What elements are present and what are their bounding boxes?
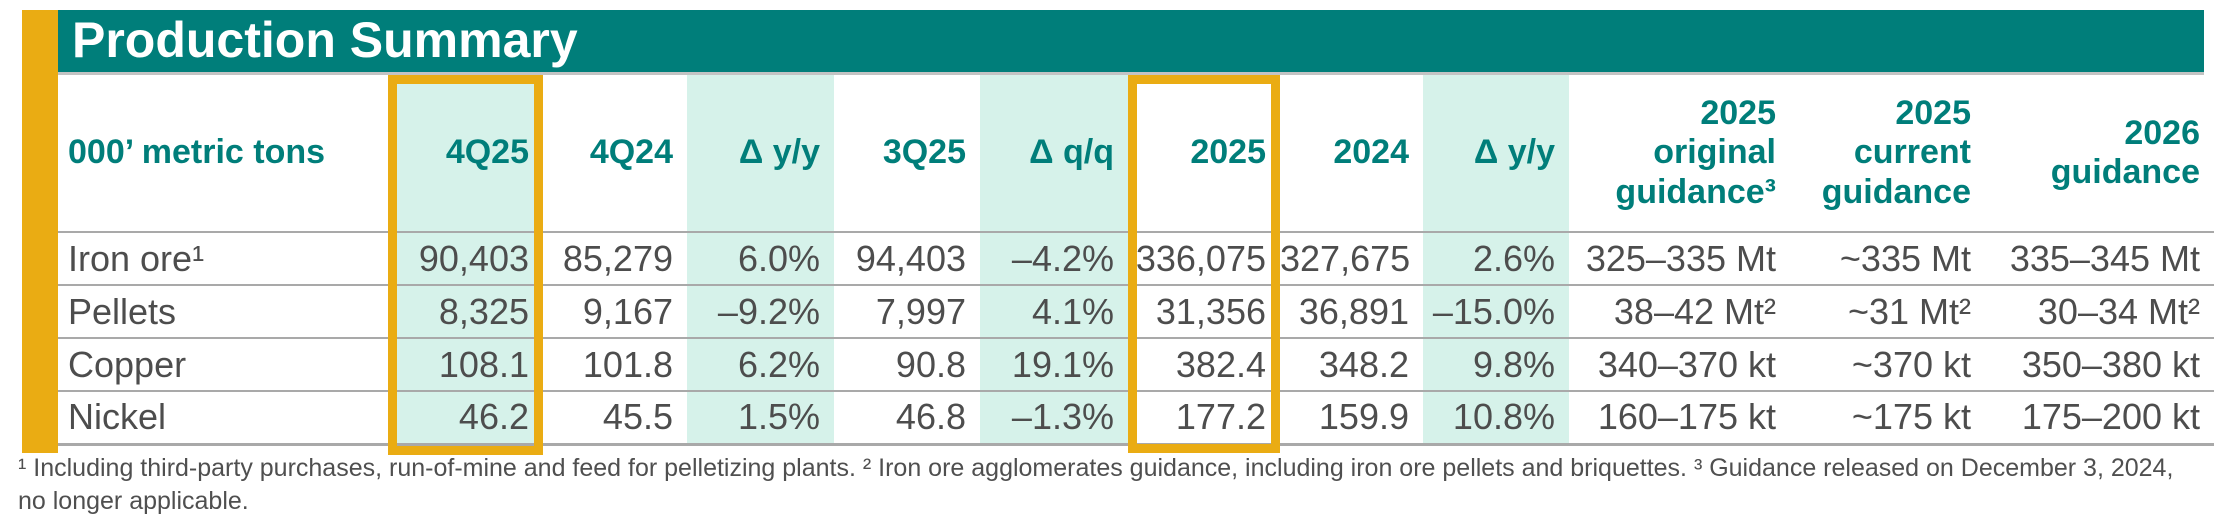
row-label-copper: Copper bbox=[68, 343, 187, 385]
table-cell: 6.2% bbox=[687, 338, 834, 391]
table-cell: 90,403 bbox=[388, 232, 543, 285]
row-label-nickel: Nickel bbox=[68, 396, 167, 438]
table-cell: 348.2 bbox=[1318, 343, 1409, 385]
header-row: 000’ metric tons 4Q25 4Q24 Δ y/y 3Q25 Δ … bbox=[58, 75, 2214, 232]
table-cell: 4.1% bbox=[980, 285, 1128, 338]
table-cell: 38–42 Mt² bbox=[1613, 290, 1776, 332]
table-cell: 8,325 bbox=[388, 285, 543, 338]
table-cell: 31,356 bbox=[1155, 290, 1266, 332]
column-header-delta-yoy-2: Δ y/y bbox=[1423, 75, 1569, 232]
table-cell: 6.0% bbox=[687, 232, 834, 285]
table-cell: 10.8% bbox=[1423, 391, 1569, 444]
row-label-pellets: Pellets bbox=[68, 290, 177, 332]
table-cell: 45.5 bbox=[602, 396, 673, 438]
table-cell: ~31 Mt² bbox=[1847, 290, 1971, 332]
column-header-delta-yoy: Δ y/y bbox=[687, 75, 834, 232]
table-cell: 9.8% bbox=[1423, 338, 1569, 391]
row-label-iron-ore: Iron ore¹ bbox=[68, 237, 205, 279]
column-header-4q24: 4Q24 bbox=[589, 133, 673, 172]
column-header-2025-original-guidance: 2025 original guidance³ bbox=[1615, 94, 1776, 211]
column-header-3q25: 3Q25 bbox=[882, 133, 966, 172]
column-header-4q25: 4Q25 bbox=[388, 75, 543, 232]
accent-bar bbox=[22, 10, 58, 453]
table-cell: ~335 Mt bbox=[1839, 237, 1971, 279]
title-divider bbox=[58, 72, 2204, 75]
column-header-2024: 2024 bbox=[1333, 133, 1409, 172]
table-cell: 30–34 Mt² bbox=[2037, 290, 2200, 332]
table-cell: 335–345 Mt bbox=[2009, 237, 2200, 279]
page-title: Production Summary bbox=[72, 12, 578, 68]
table-cell: –15.0% bbox=[1423, 285, 1569, 338]
table-cell: –9.2% bbox=[687, 285, 834, 338]
table-cell: 2.6% bbox=[1423, 232, 1569, 285]
table-cell: 19.1% bbox=[980, 338, 1128, 391]
table-cell: 382.4 bbox=[1175, 343, 1266, 385]
table-cell: 85,279 bbox=[562, 237, 673, 279]
table-cell: 101.8 bbox=[582, 343, 673, 385]
table-row-copper: Copper 108.1 101.8 6.2% 90.8 19.1% 382.4… bbox=[58, 338, 2214, 391]
table-cell: 175–200 kt bbox=[2021, 396, 2200, 438]
table-cell: 46.2 bbox=[388, 391, 543, 444]
table-cell: 340–370 kt bbox=[1597, 343, 1776, 385]
table-cell: 160–175 kt bbox=[1597, 396, 1776, 438]
table-cell: 90.8 bbox=[895, 343, 966, 385]
table-cell: 159.9 bbox=[1318, 396, 1409, 438]
column-header-2026-guidance: 2026 guidance bbox=[2050, 113, 2200, 191]
table-row-pellets: Pellets 8,325 9,167 –9.2% 7,997 4.1% 31,… bbox=[58, 285, 2214, 338]
column-header-2025-current-guidance: 2025 current guidance bbox=[1821, 94, 1971, 211]
table-cell: 177.2 bbox=[1175, 396, 1266, 438]
title-bar: Production Summary bbox=[58, 10, 2204, 72]
table-cell: 350–380 kt bbox=[2021, 343, 2200, 385]
column-header-unit: 000’ metric tons bbox=[68, 133, 326, 172]
table-cell: ~370 kt bbox=[1851, 343, 1971, 385]
table-cell: 108.1 bbox=[388, 338, 543, 391]
column-header-delta-qoq: Δ q/q bbox=[980, 75, 1128, 232]
column-header-2025: 2025 bbox=[1190, 133, 1266, 172]
table-cell: 327,675 bbox=[1280, 237, 1411, 279]
table-cell: –4.2% bbox=[980, 232, 1128, 285]
table-cell: 46.8 bbox=[895, 396, 966, 438]
table-cell: 36,891 bbox=[1298, 290, 1409, 332]
table-cell: 9,167 bbox=[582, 290, 673, 332]
table-cell: 7,997 bbox=[875, 290, 966, 332]
production-table: 000’ metric tons 4Q25 4Q24 Δ y/y 3Q25 Δ … bbox=[58, 75, 2214, 446]
table-cell: –1.3% bbox=[980, 391, 1128, 444]
footnote: ¹ Including third-party purchases, run-o… bbox=[18, 454, 2174, 515]
table-cell: ~175 kt bbox=[1851, 396, 1971, 438]
table-cell: 1.5% bbox=[687, 391, 834, 444]
table-cell: 325–335 Mt bbox=[1585, 237, 1776, 279]
table-row-iron-ore: Iron ore¹ 90,403 85,279 6.0% 94,403 –4.2… bbox=[58, 232, 2214, 285]
table-cell: 94,403 bbox=[855, 237, 966, 279]
table-cell: 336,075 bbox=[1135, 237, 1266, 279]
table-row-nickel: Nickel 46.2 45.5 1.5% 46.8 –1.3% 177.2 1… bbox=[58, 391, 2214, 444]
